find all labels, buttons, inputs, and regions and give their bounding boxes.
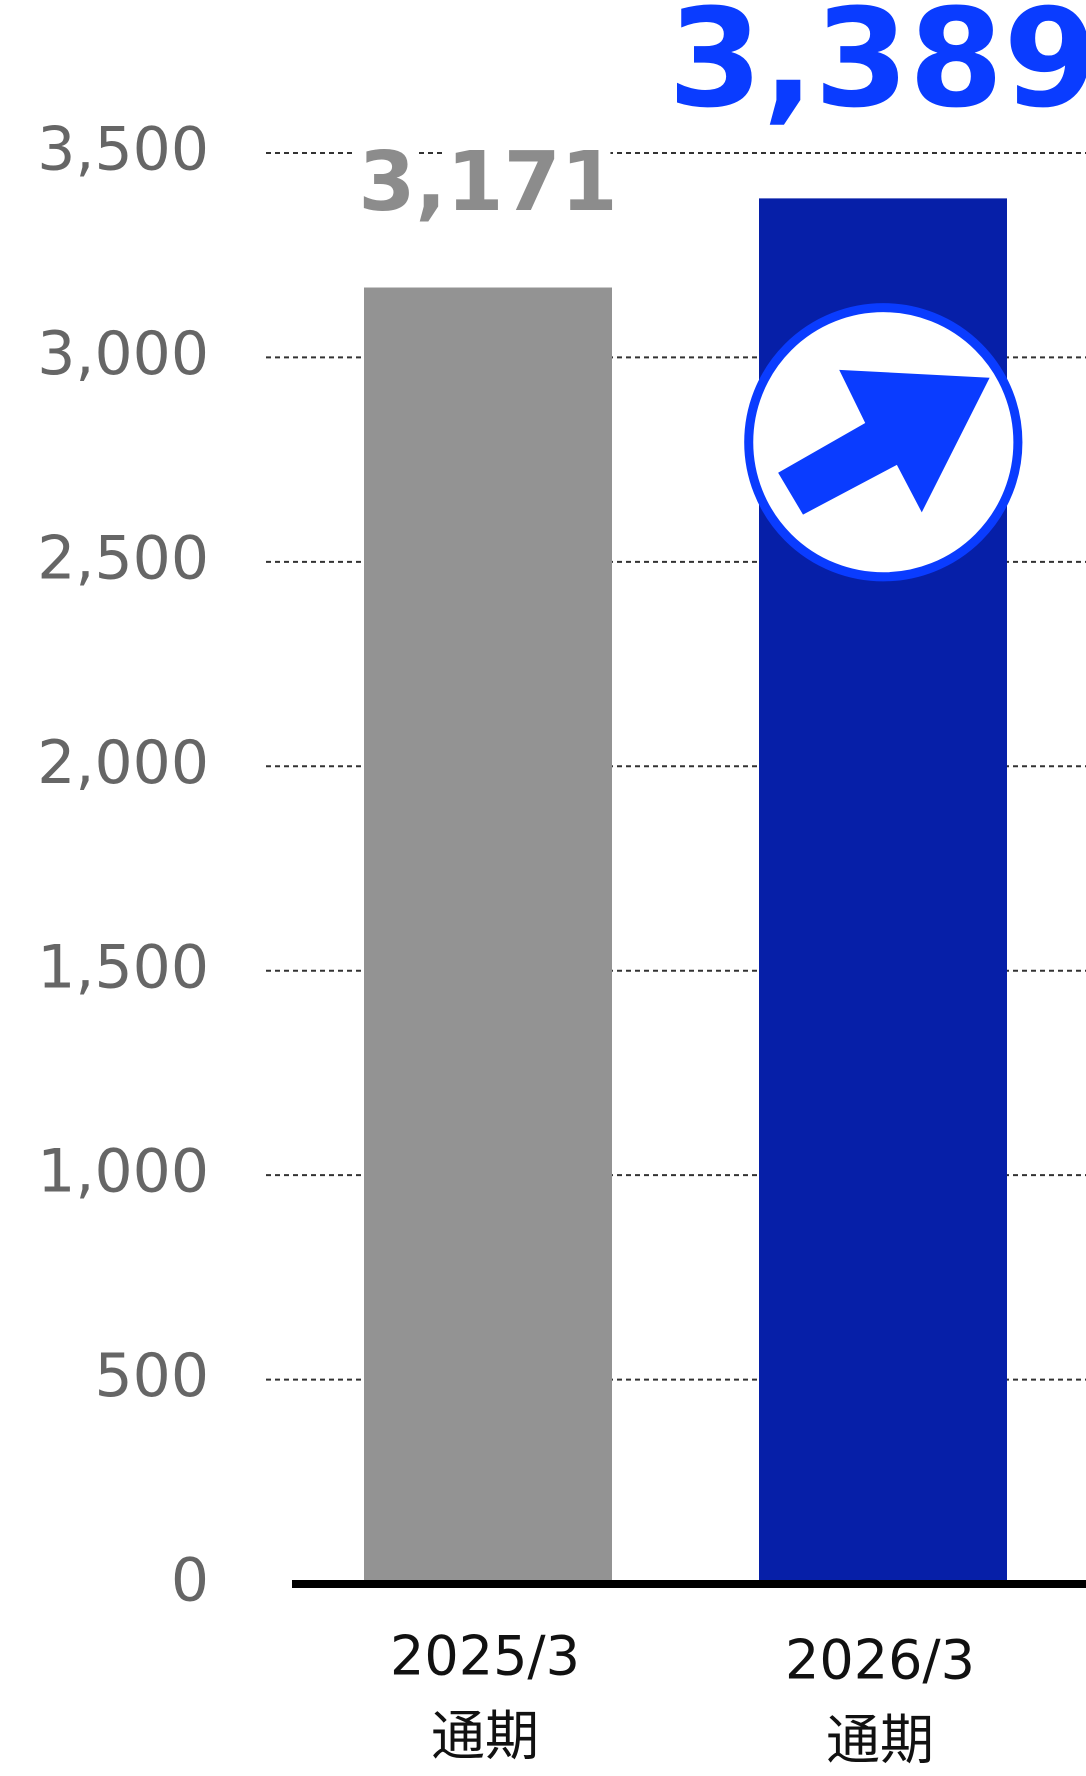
value-label: 3,171 — [358, 135, 617, 230]
bar — [364, 287, 612, 1584]
x-tick-label: 2025/3 — [390, 1625, 580, 1688]
y-tick-label: 500 — [94, 1341, 209, 1411]
x-tick-label: 通期 — [826, 1709, 934, 1772]
value-label: 3,389 — [668, 0, 1086, 138]
y-tick-label: 1,500 — [37, 932, 209, 1002]
icon-arrow — [778, 369, 990, 515]
up-arrow-icon — [744, 303, 1023, 582]
y-tick-label: 0 — [171, 1546, 209, 1616]
x-tick-label: 2026/3 — [785, 1629, 975, 1692]
y-tick-label: 2,500 — [37, 523, 209, 593]
y-tick-label: 1,000 — [37, 1137, 209, 1207]
labels: 0 500 1,000 1,500 2,000 2,500 3,000 3,500 3,171 2… — [37, 0, 1086, 1772]
y-tick-label: 3,000 — [37, 319, 209, 389]
y-tick-label: 3,500 — [37, 115, 209, 185]
y-tick-label: 2,000 — [37, 728, 209, 798]
x-tick-label: 通期 — [431, 1705, 539, 1768]
